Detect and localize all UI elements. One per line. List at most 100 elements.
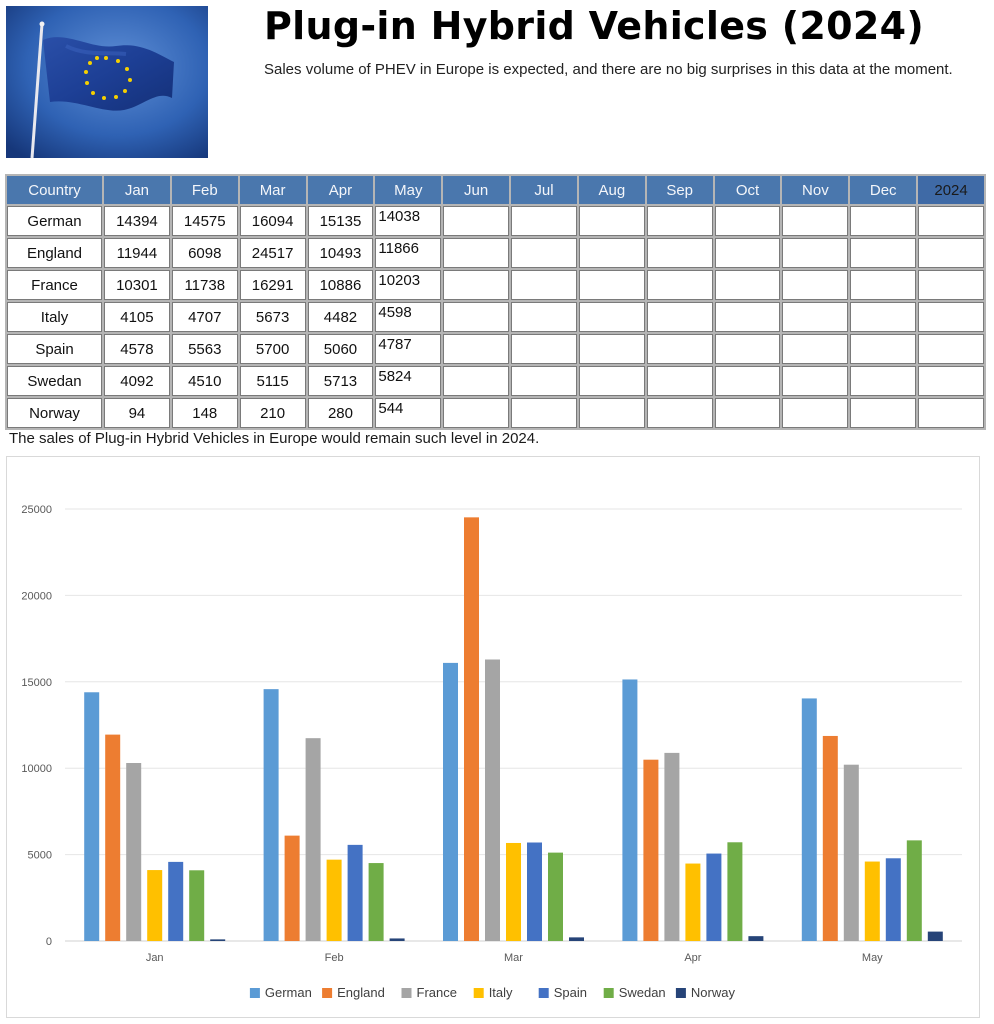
bar-norway-feb — [389, 938, 405, 941]
table-row: Swedan 4092 4510 5115 5713 5824 — [7, 366, 984, 396]
bar-france-mar — [485, 659, 500, 941]
value-cell — [443, 334, 510, 364]
value-cell — [511, 302, 577, 332]
legend-label-italy: Italy — [489, 985, 513, 1000]
bar-france-feb — [305, 738, 321, 941]
value-cell — [578, 398, 645, 428]
bar-spain-mar — [527, 842, 542, 941]
column-header-country: Country — [7, 176, 102, 204]
country-cell: Swedan — [7, 366, 102, 396]
value-cell: 544 — [375, 398, 442, 428]
chart-svg: 0 5000 10000 15000 20000 25000 Jan Feb Mar Apr May… — [21, 504, 962, 1000]
value-cell: 280 — [307, 398, 374, 428]
legend-label-german: German — [265, 985, 312, 1000]
value-cell — [511, 238, 577, 268]
eu-flag-image — [6, 6, 208, 158]
value-cell — [578, 334, 645, 364]
value-cell — [578, 270, 645, 300]
value-cell: 5563 — [171, 334, 238, 364]
value-cell: 4482 — [307, 302, 374, 332]
value-cell — [511, 334, 577, 364]
bar-spain-may — [885, 858, 901, 941]
legend-swatch-swedan — [603, 988, 614, 998]
bar-german-jan — [84, 692, 100, 941]
table-row: German 14394 14575 16094 15135 14038 — [7, 206, 984, 236]
value-cell — [646, 270, 713, 300]
column-header-sep: Sep — [646, 176, 713, 204]
column-header-jul: Jul — [511, 176, 577, 204]
value-cell — [511, 366, 577, 396]
table-row: Norway 94 148 210 280 544 — [7, 398, 984, 428]
bar-spain-jan — [168, 861, 184, 941]
bar-norway-jan — [210, 939, 226, 941]
bar-norway-apr — [748, 936, 764, 941]
value-cell: 5115 — [239, 366, 306, 396]
value-cell — [782, 398, 849, 428]
legend-swatch-england — [322, 988, 333, 998]
value-cell — [714, 238, 781, 268]
value-cell — [443, 398, 510, 428]
page-subtitle: Sales volume of PHEV in Europe is expect… — [264, 61, 953, 78]
bar-england-may — [822, 735, 838, 941]
table-header-row: Country Jan Feb Mar Apr May Jun Jul Aug Sep Oct Nov… — [7, 176, 984, 204]
column-header-dec: Dec — [850, 176, 917, 204]
country-cell: Spain — [7, 334, 102, 364]
bar-italy-mar — [506, 842, 521, 941]
value-cell: 4707 — [171, 302, 238, 332]
value-cell — [782, 366, 849, 396]
value-cell — [646, 366, 713, 396]
value-cell: 5673 — [239, 302, 306, 332]
value-cell: 4105 — [104, 302, 170, 332]
sales-bar-chart: 0 5000 10000 15000 20000 25000 Jan Feb Mar Apr May… — [6, 456, 980, 1018]
value-cell: 94 — [104, 398, 170, 428]
column-header-mar: Mar — [239, 176, 306, 204]
y-tick-label: 0 — [46, 936, 52, 948]
bar-italy-jan — [147, 870, 163, 941]
x-tick-label: May — [862, 952, 883, 964]
column-header-oct: Oct — [714, 176, 781, 204]
value-cell — [443, 238, 510, 268]
y-tick-label: 5000 — [28, 850, 52, 862]
value-cell — [918, 206, 984, 236]
legend-label-france: France — [417, 985, 457, 1000]
bar-england-mar — [464, 517, 479, 941]
value-cell: 16291 — [239, 270, 306, 300]
column-header-apr: Apr — [307, 176, 374, 204]
value-cell — [646, 334, 713, 364]
x-tick-label: Mar — [504, 952, 523, 964]
bar-swedan-feb — [368, 863, 384, 941]
value-cell — [918, 398, 984, 428]
value-cell: 5060 — [307, 334, 374, 364]
y-tick-label: 25000 — [21, 504, 52, 516]
value-cell — [850, 398, 917, 428]
value-cell — [714, 398, 781, 428]
value-cell — [511, 270, 577, 300]
table-row: Italy 4105 4707 5673 4482 4598 — [7, 302, 984, 332]
bar-spain-apr — [706, 853, 722, 941]
value-cell — [443, 302, 510, 332]
value-cell — [578, 302, 645, 332]
bar-german-mar — [443, 662, 458, 941]
column-header-aug: Aug — [578, 176, 645, 204]
value-cell — [646, 206, 713, 236]
value-cell: 14394 — [104, 206, 170, 236]
value-cell: 11866 — [375, 238, 442, 268]
value-cell: 5824 — [375, 366, 442, 396]
value-cell — [646, 302, 713, 332]
value-cell — [850, 366, 917, 396]
x-tick-label: Jan — [146, 952, 164, 964]
bar-england-feb — [284, 835, 300, 941]
value-cell — [646, 238, 713, 268]
y-tick-label: 10000 — [21, 763, 52, 775]
value-cell — [443, 206, 510, 236]
value-cell: 10493 — [307, 238, 374, 268]
value-cell — [511, 398, 577, 428]
bar-spain-feb — [347, 844, 363, 941]
value-cell: 16094 — [239, 206, 306, 236]
bar-german-may — [801, 698, 817, 941]
bar-german-feb — [263, 689, 279, 941]
country-cell: Norway — [7, 398, 102, 428]
bar-france-apr — [664, 752, 680, 941]
value-cell: 10203 — [375, 270, 442, 300]
value-cell — [714, 206, 781, 236]
